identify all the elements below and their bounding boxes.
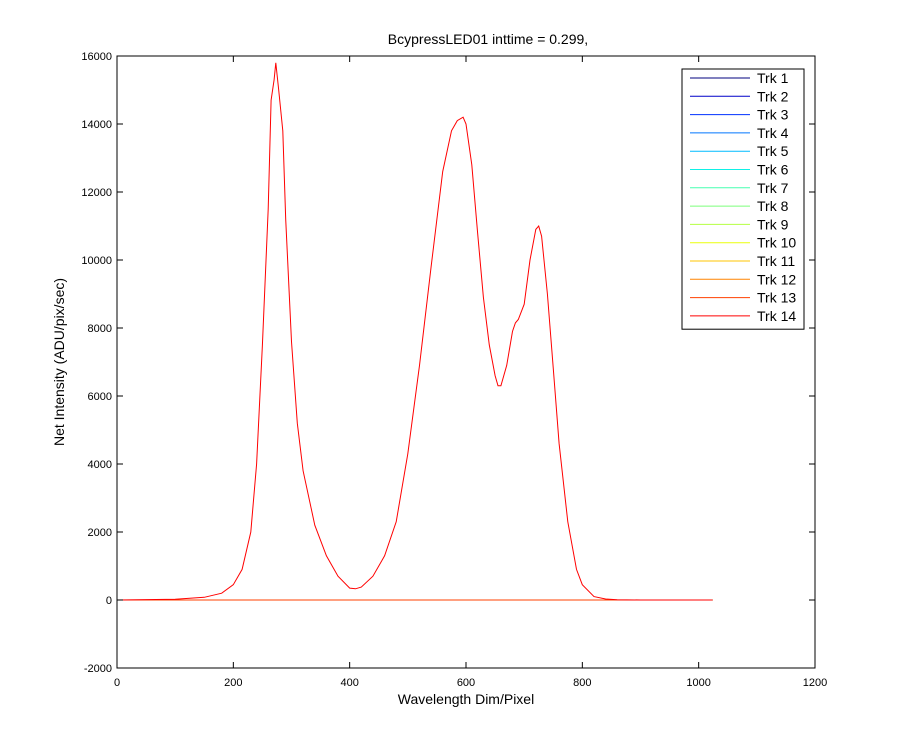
- legend-label-trk-14: Trk 14: [757, 308, 796, 324]
- x-tick-label: 800: [573, 677, 591, 689]
- legend-label-trk-3: Trk 3: [757, 107, 789, 123]
- legend-box: [681, 68, 805, 330]
- x-tick-label: 0: [114, 677, 120, 689]
- series-layer: [117, 62, 713, 601]
- y-tick-label: -2000: [84, 663, 112, 675]
- y-tick-label: 12000: [81, 187, 112, 199]
- legend-label-trk-9: Trk 9: [757, 216, 789, 232]
- y-tick-label: 0: [106, 595, 112, 607]
- legend-label-trk-2: Trk 2: [757, 88, 789, 104]
- legend-label-trk-13: Trk 13: [757, 290, 796, 306]
- x-tick-label: 1000: [686, 677, 710, 689]
- y-tick-label: 16000: [81, 51, 112, 63]
- x-axis-label: Wavelength Dim/Pixel: [398, 691, 534, 707]
- legend-label-trk-4: Trk 4: [757, 125, 789, 141]
- x-tick-label: 200: [224, 677, 242, 689]
- x-tick-label: 1200: [803, 677, 827, 689]
- legend-label-trk-10: Trk 10: [757, 235, 796, 251]
- y-tick-label: 2000: [88, 527, 112, 539]
- legend: Trk 1 Trk 2 Trk 3 Trk 4 Trk 5 Trk 6 Trk 7 Trk 8…: [681, 68, 805, 330]
- y-tick-label: 10000: [81, 255, 112, 267]
- y-tick-label: 8000: [88, 323, 112, 335]
- axes-layer: 0 200 400 600 800 1000 1200-200002000400060008…: [81, 51, 827, 689]
- y-tick-label: 14000: [81, 119, 112, 131]
- y-tick-label: 6000: [88, 391, 112, 403]
- chart-title: BcypressLED01 inttime = 0.299,: [388, 31, 588, 47]
- x-tick-label: 600: [457, 677, 475, 689]
- legend-label-trk-8: Trk 8: [757, 198, 789, 214]
- x-tick-label: 400: [340, 677, 358, 689]
- y-tick-label: 4000: [88, 459, 112, 471]
- series-line-trk-14: [117, 62, 713, 601]
- legend-label-trk-12: Trk 12: [757, 271, 796, 287]
- y-axis-label: Net Intensity (ADU/pix/sec): [51, 278, 67, 446]
- legend-label-trk-1: Trk 1: [757, 70, 789, 86]
- legend-label-trk-11: Trk 11: [757, 253, 795, 269]
- legend-label-trk-7: Trk 7: [757, 180, 789, 196]
- legend-label-trk-6: Trk 6: [757, 162, 789, 178]
- legend-label-trk-5: Trk 5: [757, 143, 789, 159]
